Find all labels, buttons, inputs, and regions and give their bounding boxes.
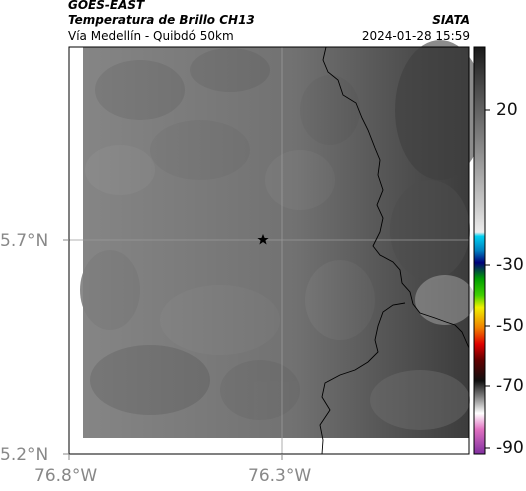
lat-tick-label: 5.7°N (0, 231, 49, 251)
agency-label: SIATA (432, 13, 470, 27)
colorbar-tick-label: -70 (496, 376, 524, 396)
timestamp-label: 2024-01-28 15:59 (361, 29, 470, 43)
colorbar-tick-label: -50 (496, 316, 524, 336)
colorbar-tick-label: -30 (496, 255, 524, 275)
boundary-line (322, 46, 470, 349)
region-label: Vía Medellín - Quibdó 50km (68, 29, 234, 43)
satellite-title: GOES-EAST (68, 0, 145, 12)
map-border (68, 46, 470, 455)
lon-tick-label: 76.3°W (248, 466, 312, 486)
location-star-icon (257, 234, 269, 245)
lat-tick-label: 5.2°N (0, 445, 49, 465)
lon-tick-label: 76.8°W (34, 466, 98, 486)
product-title: Temperatura de Brillo CH13 (68, 13, 255, 27)
colorbar (473, 46, 486, 455)
river-line (319, 302, 406, 455)
colorbar-tick-label: -90 (496, 438, 524, 458)
colorbar-tick-label: 20 (496, 100, 518, 120)
